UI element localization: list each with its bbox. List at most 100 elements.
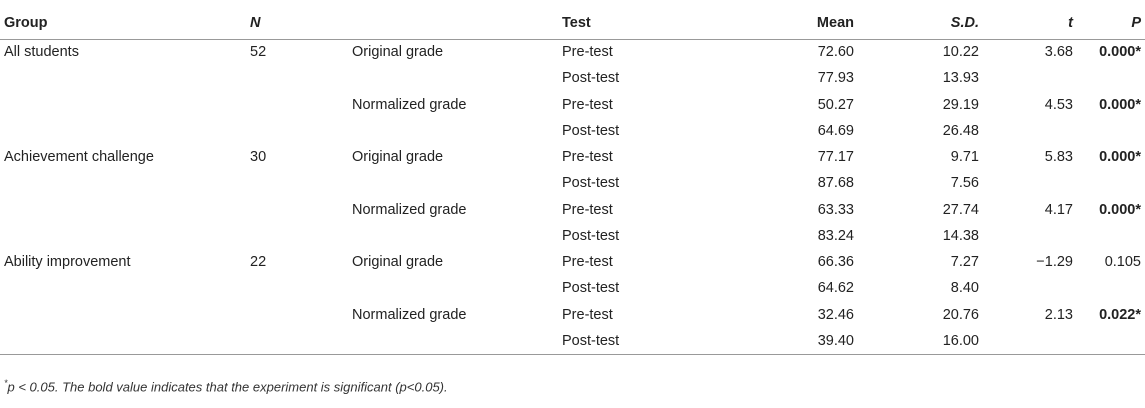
- table-row: Post-test 87.68 7.56: [0, 170, 1145, 196]
- cell-n: [250, 197, 352, 223]
- footnote-text: p < 0.05. The bold value indicates that …: [7, 379, 448, 395]
- table-row: Post-test 39.40 16.00: [0, 327, 1145, 355]
- cell-mean: 77.93: [817, 70, 854, 87]
- table-row: Achievement challenge 30 Original grade Pre…: [0, 144, 1145, 170]
- cell-t: [981, 275, 1075, 301]
- cell-n: [250, 223, 352, 249]
- cell-group: [0, 118, 250, 144]
- cell-grade-type: [352, 275, 562, 301]
- cell-n: [250, 92, 352, 118]
- cell-mean: 64.69: [817, 122, 854, 139]
- cell-n: 30: [250, 149, 267, 166]
- cell-group: [0, 327, 250, 355]
- cell-mean: 63.33: [817, 201, 854, 218]
- cell-mean: 83.24: [817, 227, 854, 244]
- cell-test: Post-test: [562, 280, 620, 297]
- cell-n: [250, 170, 352, 196]
- cell-sd: 7.56: [950, 175, 979, 192]
- cell-grade-type: Original grade: [352, 254, 444, 271]
- cell-grade-type: Normalized grade: [352, 201, 467, 218]
- cell-n: [250, 65, 352, 91]
- header-mean: Mean: [702, 8, 856, 40]
- cell-sd: 26.48: [942, 122, 979, 139]
- cell-grade-type: [352, 223, 562, 249]
- table-row: Ability improvement 22 Original grade Pre-t…: [0, 249, 1145, 275]
- cell-n: [250, 302, 352, 328]
- footnote-symbol: *: [4, 378, 8, 388]
- cell-p: 0.105: [1104, 254, 1141, 271]
- results-table: Group N Test Mean S.D. t P All students 5…: [0, 8, 1145, 355]
- cell-p: [1075, 65, 1145, 91]
- cell-test: Pre-test: [562, 149, 613, 166]
- cell-t: 3.68: [1044, 44, 1073, 61]
- cell-p: 0.000*: [1099, 44, 1141, 61]
- cell-p: 0.000*: [1099, 201, 1141, 218]
- cell-n: 22: [250, 254, 267, 271]
- cell-sd: 20.76: [942, 306, 979, 323]
- cell-p: 0.000*: [1099, 149, 1141, 166]
- cell-n: [250, 275, 352, 301]
- table-row: Post-test 77.93 13.93: [0, 65, 1145, 91]
- table-body: All students 52 Original grade Pre-test 72.6…: [0, 39, 1145, 355]
- table-row: Post-test 64.69 26.48: [0, 118, 1145, 144]
- cell-sd: 8.40: [950, 280, 979, 297]
- cell-grade-type: Original grade: [352, 149, 444, 166]
- header-p: P: [1075, 8, 1145, 40]
- table-header-row: Group N Test Mean S.D. t P: [0, 8, 1145, 40]
- cell-group: All students: [4, 44, 79, 61]
- cell-test: Pre-test: [562, 96, 613, 113]
- cell-mean: 66.36: [817, 254, 854, 271]
- results-table-container: Group N Test Mean S.D. t P All students 5…: [0, 8, 1145, 355]
- cell-sd: 29.19: [942, 96, 979, 113]
- cell-test: Post-test: [562, 70, 620, 87]
- cell-t: [981, 223, 1075, 249]
- cell-grade-type: [352, 65, 562, 91]
- cell-sd: 9.71: [950, 149, 979, 166]
- header-sd: S.D.: [856, 8, 981, 40]
- cell-group: [0, 197, 250, 223]
- cell-group: Achievement challenge: [4, 149, 154, 166]
- cell-mean: 64.62: [817, 280, 854, 297]
- cell-t: 2.13: [1044, 306, 1073, 323]
- cell-n: [250, 327, 352, 355]
- cell-t: 4.53: [1044, 96, 1073, 113]
- cell-n: 52: [250, 44, 267, 61]
- cell-group: [0, 302, 250, 328]
- cell-grade-type: [352, 118, 562, 144]
- cell-p: 0.022*: [1099, 306, 1141, 323]
- cell-test: Pre-test: [562, 254, 613, 271]
- cell-t: 5.83: [1044, 149, 1073, 166]
- cell-grade-type: Normalized grade: [352, 96, 467, 113]
- header-t: t: [981, 8, 1075, 40]
- cell-test: Post-test: [562, 175, 620, 192]
- cell-mean: 72.60: [817, 44, 854, 61]
- header-n: N: [250, 8, 352, 40]
- cell-mean: 50.27: [817, 96, 854, 113]
- table-row: Post-test 64.62 8.40: [0, 275, 1145, 301]
- cell-grade-type: [352, 170, 562, 196]
- cell-test: Post-test: [562, 122, 620, 139]
- cell-sd: 16.00: [856, 327, 981, 355]
- cell-n: [250, 118, 352, 144]
- cell-test: Post-test: [562, 227, 620, 244]
- cell-sd: 13.93: [942, 70, 979, 87]
- cell-grade-type: [352, 327, 562, 355]
- cell-mean: 87.68: [817, 175, 854, 192]
- cell-t: −1.29: [1036, 254, 1073, 271]
- header-grade-type: [352, 8, 562, 40]
- cell-grade-type: Original grade: [352, 44, 444, 61]
- cell-group: [0, 275, 250, 301]
- cell-mean: 77.17: [817, 149, 854, 166]
- cell-p: [1075, 118, 1145, 144]
- cell-p: [1075, 275, 1145, 301]
- cell-sd: 10.22: [942, 44, 979, 61]
- cell-t: [981, 327, 1075, 355]
- cell-t: [981, 170, 1075, 196]
- table-row: Normalized grade Pre-test 63.33 27.74 4.17 0.…: [0, 197, 1145, 223]
- cell-group: [0, 65, 250, 91]
- cell-grade-type: Normalized grade: [352, 306, 467, 323]
- cell-test: Pre-test: [562, 201, 613, 218]
- cell-p: [1075, 170, 1145, 196]
- cell-p: [1075, 327, 1145, 355]
- header-test: Test: [562, 8, 702, 40]
